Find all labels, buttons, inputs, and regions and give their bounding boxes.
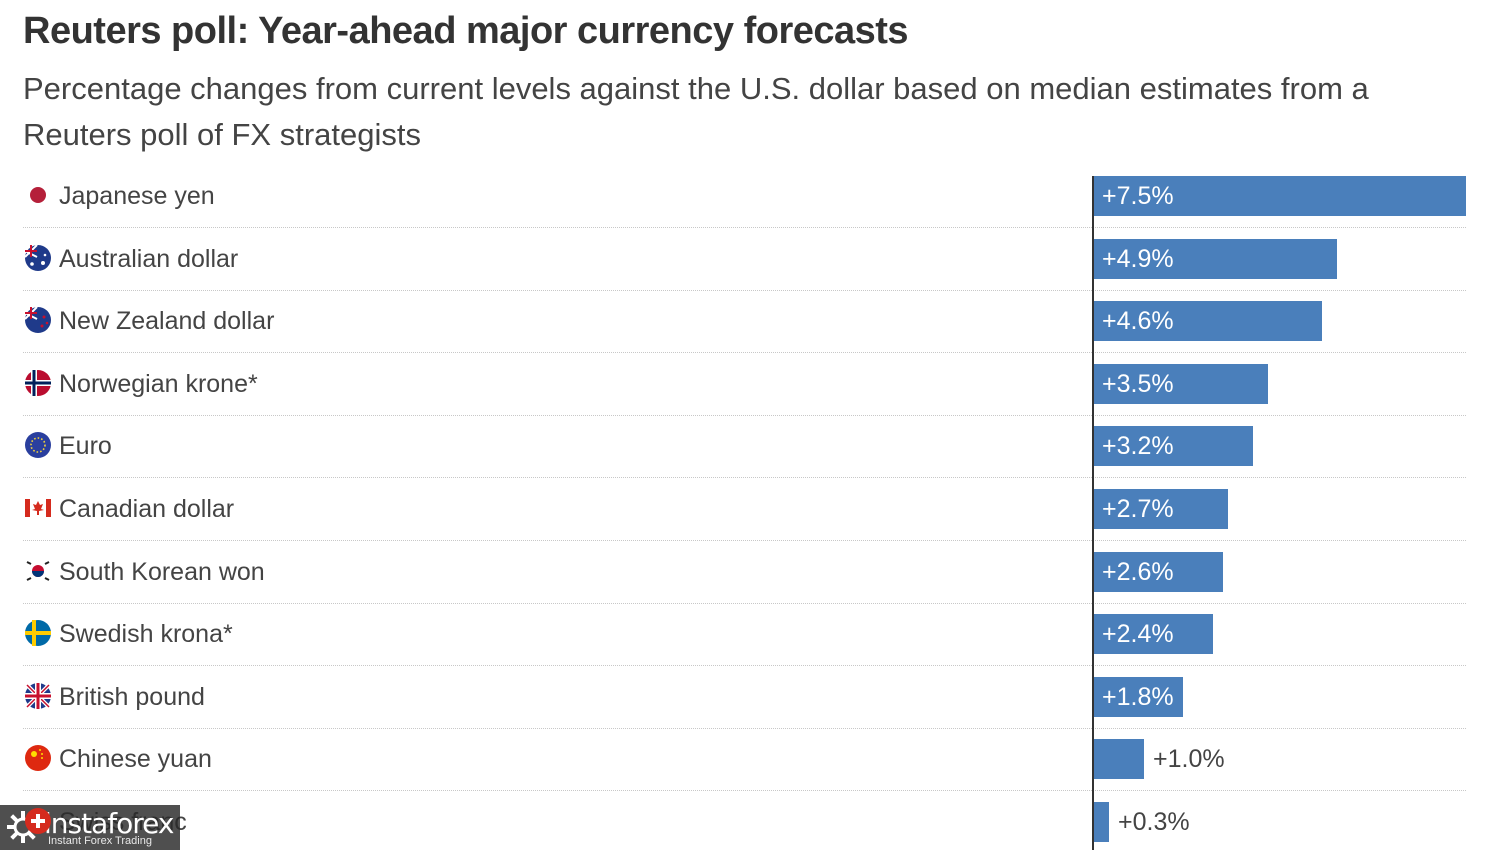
flag-sweden-icon	[25, 620, 51, 646]
value-label-swiss-franc: +0.3%	[1118, 808, 1190, 836]
flag-japan-icon	[30, 187, 46, 203]
flag-new-zealand-icon	[25, 307, 51, 333]
bar-chinese-yuan	[1094, 739, 1144, 779]
category-label-canadian-dollar: Canadian dollar	[59, 495, 235, 523]
bar-euro	[1094, 426, 1253, 466]
flag-norway-icon	[25, 370, 51, 396]
value-label-british-pound: +1.8%	[1102, 683, 1174, 711]
watermark-tagline: Instant Forex Trading	[48, 835, 152, 847]
value-label-norwegian-krone: +3.5%	[1102, 370, 1174, 398]
bar-canadian-dollar	[1094, 489, 1228, 529]
row-divider	[23, 665, 1466, 666]
watermark-brand: instaforex	[44, 807, 174, 840]
row-divider	[23, 415, 1466, 416]
value-label-new-zealand-dollar: +4.6%	[1102, 307, 1174, 335]
category-label-japanese-yen: Japanese yen	[59, 182, 215, 210]
bar-norwegian-krone	[1094, 364, 1268, 404]
row-divider	[23, 540, 1466, 541]
category-label-euro: Euro	[59, 432, 112, 460]
category-label-australian-dollar: Australian dollar	[59, 245, 239, 273]
flag-canada-icon	[25, 499, 51, 517]
bar-swedish-krona	[1094, 614, 1213, 654]
category-label-norwegian-krone: Norwegian krone*	[59, 370, 258, 398]
row-divider	[23, 728, 1466, 729]
flag-china-icon	[25, 745, 51, 771]
row-divider	[23, 227, 1466, 228]
flag-australia-icon	[25, 245, 51, 271]
value-label-australian-dollar: +4.9%	[1102, 245, 1174, 273]
bar-japanese-yen	[1094, 176, 1466, 216]
row-divider	[23, 477, 1466, 478]
zero-axis-line	[1092, 176, 1094, 850]
row-divider	[23, 352, 1466, 353]
value-label-swedish-krona: +2.4%	[1102, 620, 1174, 648]
flag-south-korea-icon	[26, 561, 50, 581]
flag-eu-icon	[25, 432, 51, 458]
chart-subtitle: Percentage changes from current levels a…	[23, 71, 1369, 152]
flag-uk-icon	[25, 683, 51, 709]
category-label-chinese-yuan: Chinese yuan	[59, 745, 212, 773]
bar-new-zealand-dollar	[1094, 301, 1322, 341]
value-label-euro: +3.2%	[1102, 432, 1174, 460]
flag-switzerland-icon	[25, 808, 51, 834]
value-label-south-korean-won: +2.6%	[1102, 558, 1174, 586]
category-label-swedish-krona: Swedish krona*	[59, 620, 233, 648]
row-divider	[23, 790, 1466, 791]
row-divider	[23, 290, 1466, 291]
bar-swiss-franc	[1094, 802, 1109, 842]
value-label-japanese-yen: +7.5%	[1102, 182, 1174, 210]
chart-title: Reuters poll: Year-ahead major currency …	[23, 10, 909, 52]
value-label-canadian-dollar: +2.7%	[1102, 495, 1174, 523]
category-label-south-korean-won: South Korean won	[59, 558, 265, 586]
value-label-chinese-yuan: +1.0%	[1153, 745, 1225, 773]
bar-south-korean-won	[1094, 552, 1223, 592]
row-divider	[23, 603, 1466, 604]
bar-australian-dollar	[1094, 239, 1337, 279]
bar-british-pound	[1094, 677, 1183, 717]
category-label-new-zealand-dollar: New Zealand dollar	[59, 307, 275, 335]
category-label-british-pound: British pound	[59, 683, 205, 711]
